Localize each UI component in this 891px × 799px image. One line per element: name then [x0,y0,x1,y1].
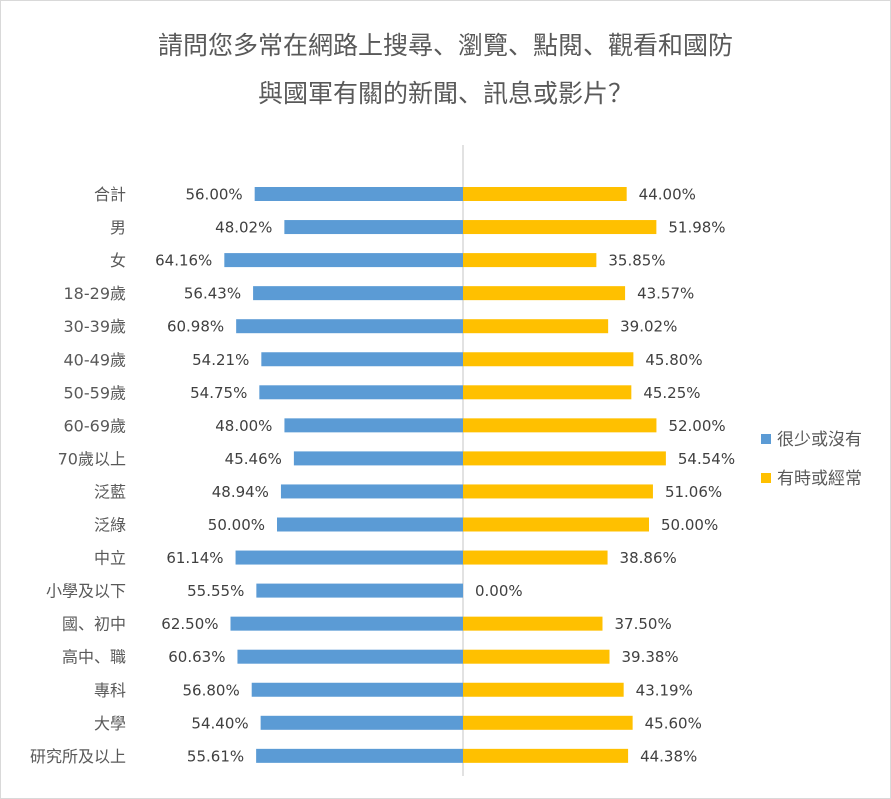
data-label-left: 54.21% [192,351,249,369]
data-label-left: 45.46% [225,450,282,468]
data-label-right: 51.06% [665,483,722,501]
category-label: 18-29歲 [64,284,127,303]
data-label-left: 48.02% [215,219,272,237]
bar-right [463,616,603,631]
bar-left [224,253,463,268]
category-label: 中立 [94,549,126,568]
bar-right [463,253,597,268]
bar-left [277,517,463,532]
category-label: 合計 [94,185,126,204]
bar-right [463,748,629,763]
bar-left [235,550,463,565]
bar-left [254,187,463,201]
bar-left [256,583,463,598]
chart-title: 請問您多常在網路上搜尋、瀏覽、點閱、觀看和國防 與國軍有關的新聞、訊息或影片？ [0,22,891,118]
category-label: 40-49歲 [64,350,127,369]
category-label: 70歲以上 [58,449,126,468]
data-label-left: 56.43% [184,285,241,303]
data-label-right: 45.25% [643,384,700,402]
bar-left [260,715,463,730]
data-label-left: 54.75% [190,384,247,402]
category-label: 泛綠 [94,516,126,535]
data-label-right: 0.00% [475,582,523,600]
category-label: 專科 [94,681,126,700]
bar-right [463,319,609,334]
category-label: 60-69歲 [64,416,127,435]
bar-right [463,682,624,697]
data-label-right: 44.00% [639,186,696,204]
data-label-right: 50.00% [661,516,718,534]
data-label-right: 38.86% [620,549,677,567]
bar-left [293,451,463,466]
data-label-left: 48.00% [215,417,272,435]
bar-right [463,385,632,400]
bar-left [261,352,463,367]
bar-right [463,715,633,730]
data-label-right: 45.80% [645,351,702,369]
category-label: 女 [110,251,126,270]
data-label-right: 35.85% [608,252,665,270]
bar-right [463,286,626,301]
chart-title-line-1: 請問您多常在網路上搜尋、瀏覽、點閱、觀看和國防 [157,31,733,60]
data-label-left: 55.61% [187,747,244,765]
legend-entry: 有時或經常 [777,469,862,489]
data-label-left: 56.00% [185,186,242,204]
bar-left [284,220,463,235]
data-label-right: 51.98% [668,219,725,237]
category-label: 男 [110,218,126,237]
bar-right [463,517,649,532]
data-label-right: 52.00% [668,417,725,435]
category-label: 小學及以下 [46,582,126,601]
legend-entry: 很少或沒有 [777,430,862,450]
data-label-left: 50.00% [208,516,265,534]
category-label: 研究所及以上 [30,747,126,766]
bar-left [251,682,463,697]
bar-left [256,748,463,763]
bar-right [463,484,653,499]
data-label-right: 45.60% [645,714,702,732]
data-label-right: 44.38% [640,747,697,765]
bar-left [259,385,463,400]
data-label-left: 56.80% [183,681,240,699]
data-label-left: 60.98% [167,318,224,336]
data-label-right: 39.02% [620,318,677,336]
bar-right [463,451,666,466]
category-label: 大學 [94,714,126,733]
bar-left [236,319,463,334]
category-label: 高中、職 [62,648,126,667]
data-label-left: 64.16% [155,252,212,270]
data-label-right: 43.19% [636,681,693,699]
legend-swatch [761,434,771,444]
category-label: 50-59歲 [64,383,127,402]
data-label-left: 48.94% [212,483,269,501]
bar-right [463,418,657,433]
data-label-right: 37.50% [615,615,672,633]
data-label-left: 61.14% [166,549,223,567]
category-label: 30-39歲 [64,317,127,336]
bar-right [463,187,627,201]
data-label-right: 39.38% [621,648,678,666]
data-label-left: 54.40% [191,714,248,732]
bar-right [463,220,657,235]
data-label-left: 55.55% [187,582,244,600]
category-label: 泛藍 [94,482,126,501]
data-label-left: 60.63% [168,648,225,666]
bar-right [463,550,608,565]
chart-title-line-2: 與國軍有關的新聞、訊息或影片？ [257,79,633,108]
data-label-right: 43.57% [637,285,694,303]
legend-swatch [761,473,771,483]
bar-left [237,649,463,664]
data-label-right: 54.54% [678,450,735,468]
bar-left [230,616,463,631]
bar-left [280,484,463,499]
bar-left [253,286,463,301]
bar-right [463,352,634,367]
data-label-left: 62.50% [161,615,218,633]
bar-left [284,418,463,433]
bar-right [463,649,610,664]
category-label: 國、初中 [62,615,126,634]
